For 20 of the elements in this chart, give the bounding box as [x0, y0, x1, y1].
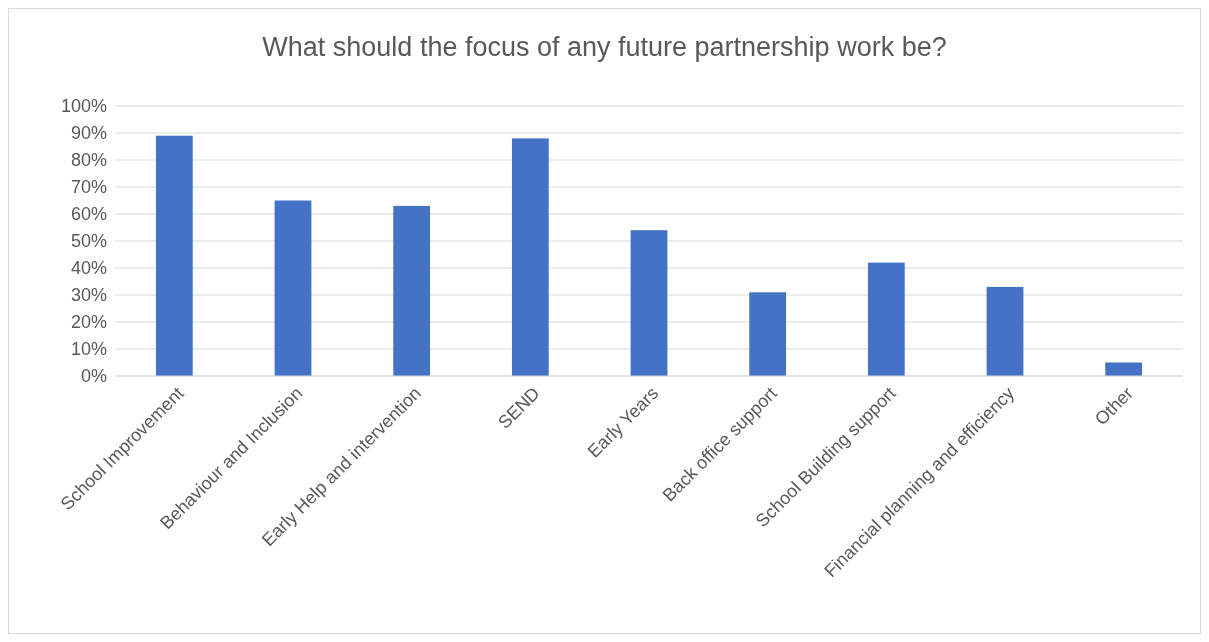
bar	[867, 262, 905, 376]
bar	[986, 286, 1024, 376]
y-tick-label: 10%	[70, 339, 107, 360]
y-tick-label: 50%	[70, 231, 107, 252]
y-tick-label: 20%	[70, 312, 107, 333]
bar	[155, 135, 193, 376]
y-tick-label: 30%	[70, 285, 107, 306]
y-tick-label: 40%	[70, 258, 107, 279]
bar	[630, 230, 668, 376]
chart-title: What should the focus of any future partnership work be?	[262, 32, 947, 62]
y-tick-label: 60%	[70, 204, 107, 225]
bar	[749, 292, 787, 376]
bar	[274, 200, 312, 376]
y-tick-label: 80%	[70, 150, 107, 171]
y-tick-label: 70%	[70, 177, 107, 198]
y-tick-label: 0%	[80, 366, 107, 387]
bar	[511, 138, 549, 376]
y-tick-label: 100%	[60, 96, 107, 117]
y-tick-label: 90%	[70, 123, 107, 144]
bar	[393, 205, 431, 376]
